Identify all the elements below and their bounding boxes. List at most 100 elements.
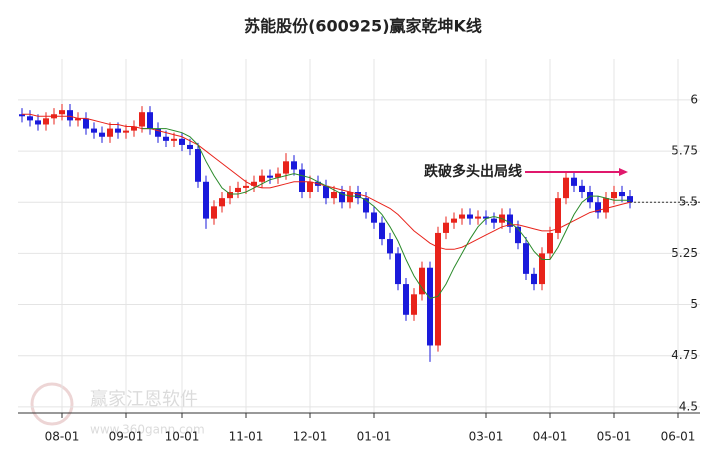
candle-body (523, 243, 529, 274)
candle-body (571, 177, 577, 186)
candle-body (179, 138, 185, 145)
candle-body (467, 214, 473, 219)
candle-body (115, 128, 121, 133)
candle-body (91, 128, 97, 133)
y-tick-label: 5 (690, 297, 698, 311)
candle-body (235, 187, 241, 193)
candle-body (387, 239, 393, 254)
candle-body (547, 232, 553, 254)
candle-body (163, 136, 169, 141)
annotation-arrowhead (619, 168, 628, 176)
candle-body (155, 128, 161, 137)
watermark-url: www.360gann.com (90, 423, 205, 437)
candle-body (451, 218, 457, 223)
candle-body (563, 177, 569, 199)
candle-body (251, 181, 257, 186)
candle-body (507, 214, 513, 227)
candle-body (531, 273, 537, 285)
candle-body (539, 253, 545, 285)
candle-body (99, 132, 105, 137)
candle-body (283, 161, 289, 174)
candle-body (187, 144, 193, 150)
candle-body (59, 110, 65, 115)
candle-body (371, 212, 377, 223)
x-tick-label: 11-01 (229, 430, 264, 444)
candle-body (227, 192, 233, 199)
watermark: 赢家江恩软件 www.360gann.com (30, 382, 205, 437)
chart-title: 苏能股份(600925)赢家乾坤K线 (244, 17, 482, 36)
x-tick-label: 08-01 (45, 430, 80, 444)
candle-body (603, 198, 609, 213)
candle-body (427, 267, 433, 346)
candle-body (139, 112, 145, 127)
candle-body (435, 232, 441, 346)
y-tick-label: 6 (690, 92, 698, 106)
annotation: 跌破多头出局线 (424, 163, 522, 180)
candle-body (67, 110, 73, 121)
candle-body (331, 192, 337, 199)
candle-body (147, 112, 153, 129)
candle-body (419, 267, 425, 295)
candle-body (291, 161, 297, 170)
y-tick-label: 5.5 (679, 195, 698, 209)
x-tick-label: 09-01 (109, 430, 144, 444)
candle-body (363, 198, 369, 213)
candle-body (379, 222, 385, 240)
y-tick-label: 5.25 (671, 246, 698, 260)
x-tick-label: 01-01 (357, 430, 392, 444)
candle-body (131, 126, 137, 131)
watermark-logo (30, 382, 74, 426)
candle-body (459, 214, 465, 219)
watermark-brand: 赢家江恩软件 (90, 388, 198, 410)
candle-body (403, 284, 409, 315)
candle-body (587, 192, 593, 203)
y-tick-label: 5.75 (671, 144, 698, 158)
candle-body (443, 222, 449, 233)
candle-body (267, 175, 273, 178)
candle-body (339, 192, 345, 203)
candle-body (203, 181, 209, 219)
candle-body (307, 181, 313, 193)
candle-body (275, 173, 281, 178)
candle-body (611, 192, 617, 199)
candle-body (323, 185, 329, 199)
moving-average (142, 128, 630, 299)
candle-body (395, 253, 401, 285)
candle-body (595, 202, 601, 213)
x-tick-label: 06-01 (661, 430, 696, 444)
candle-body (219, 198, 225, 207)
candle-body (195, 149, 201, 182)
candle-body (35, 120, 41, 125)
x-tick-label: 04-01 (533, 430, 568, 444)
candle-body (299, 169, 305, 193)
candle-body (475, 216, 481, 219)
candle-body (619, 192, 625, 197)
candle-body (107, 128, 113, 137)
candle-body (555, 198, 561, 233)
candle-body (211, 206, 217, 219)
candle-body (515, 226, 521, 244)
x-tick-label: 12-01 (293, 430, 328, 444)
candle-body (83, 118, 89, 129)
candle-body (259, 175, 265, 182)
candle-body (627, 196, 633, 203)
candle-body (483, 216, 489, 219)
candle-body (43, 118, 49, 125)
candle-body (243, 185, 249, 188)
candle-body (171, 138, 177, 141)
candle-body (19, 114, 25, 117)
y-tick-label: 4.75 (671, 348, 698, 362)
y-tick-label: 4.5 (679, 399, 698, 413)
candle-body (347, 192, 353, 203)
x-tick-label: 03-01 (469, 430, 504, 444)
candle-body (123, 130, 129, 133)
x-tick-label: 10-01 (165, 430, 200, 444)
candle-body (411, 294, 417, 315)
x-tick-label: 05-01 (597, 430, 632, 444)
candle-body (75, 118, 81, 121)
candle-body (355, 192, 361, 199)
candle-body (491, 218, 497, 223)
candle-body (579, 185, 585, 193)
